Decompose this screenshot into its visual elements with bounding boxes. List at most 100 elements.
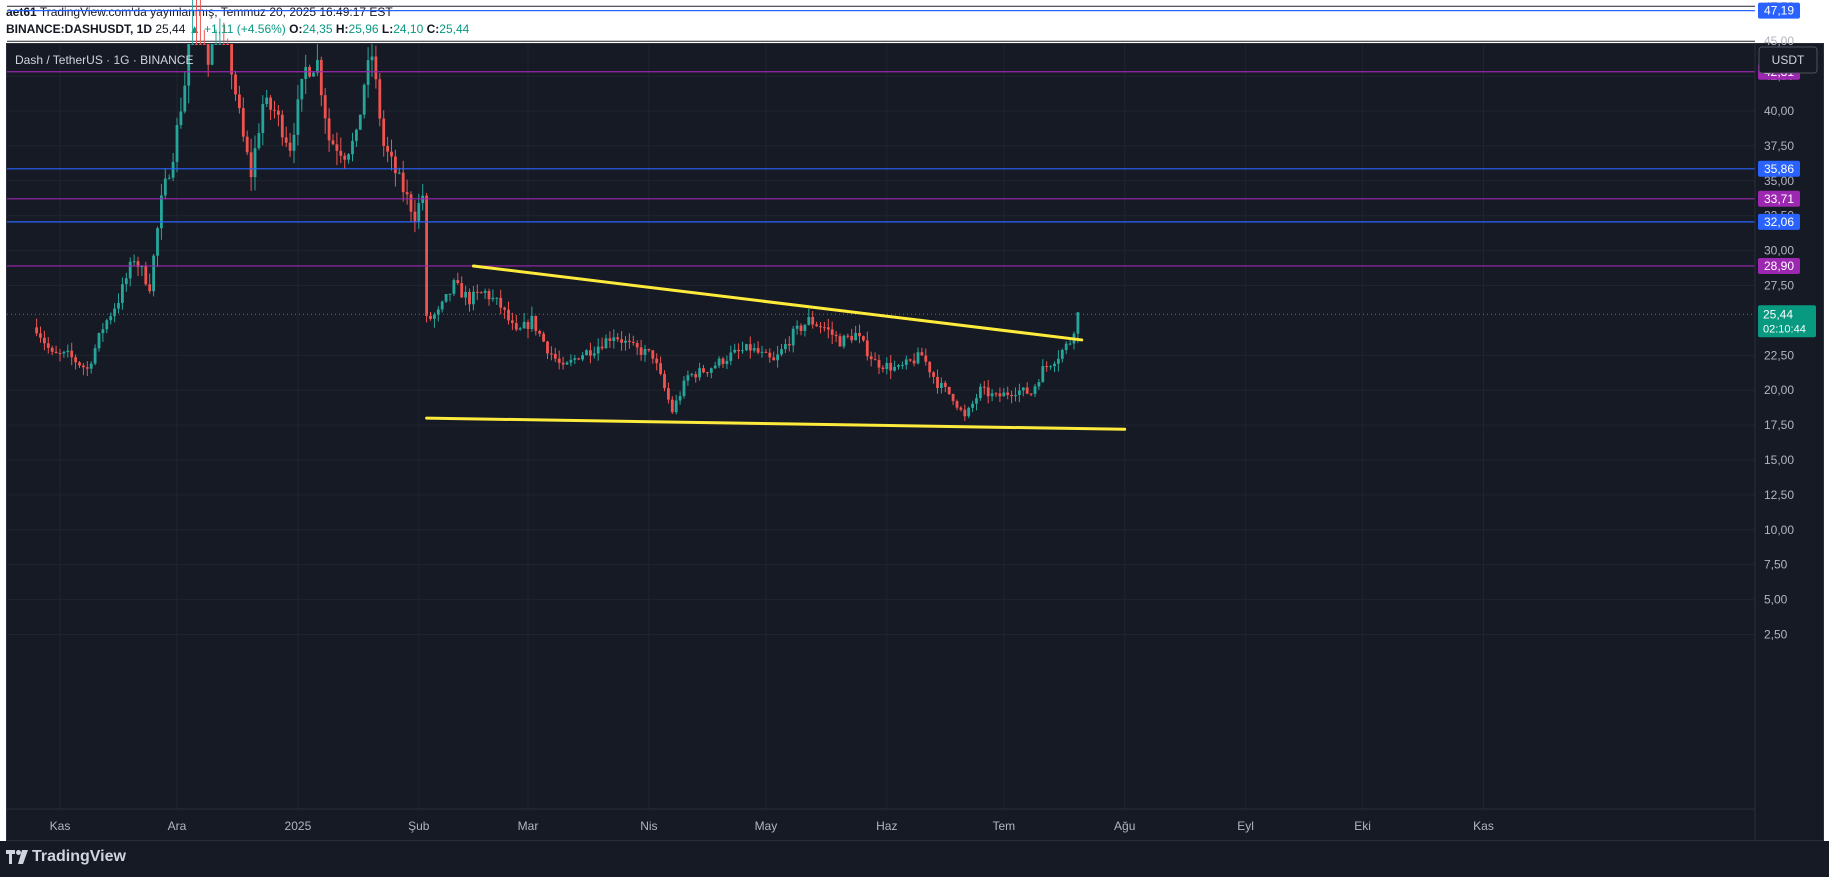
tradingview-logo-icon xyxy=(6,850,28,864)
candle-body xyxy=(167,177,171,179)
price-tick-label: 35,00 xyxy=(1764,174,1794,188)
candle-body xyxy=(374,56,378,80)
candle-body xyxy=(249,152,253,178)
candle-body xyxy=(760,351,764,353)
candle-body xyxy=(378,79,382,119)
candle-body xyxy=(1033,386,1037,394)
candle-body xyxy=(592,353,596,356)
candle-body xyxy=(280,114,284,138)
horizontal-levels xyxy=(7,10,1755,315)
candle-body xyxy=(409,194,413,212)
candle-body xyxy=(1006,392,1010,395)
candle-body xyxy=(304,66,308,79)
candle-body xyxy=(795,325,799,329)
candle-body xyxy=(994,393,998,395)
symbol-line: BINANCE:DASHUSDT, 1D xyxy=(6,22,153,36)
low-label: L: xyxy=(381,22,394,36)
candle-body xyxy=(339,150,343,156)
level-label: 32,06 xyxy=(1764,215,1794,229)
candle-body xyxy=(468,291,471,305)
candle-body xyxy=(663,373,666,389)
candle-body xyxy=(316,59,319,73)
candle-body xyxy=(842,335,846,347)
time-tick-label: Ara xyxy=(168,819,187,833)
candle-body xyxy=(834,334,838,337)
candle-body xyxy=(351,140,354,155)
candle-body xyxy=(241,108,245,137)
candle-body xyxy=(678,396,682,401)
candle-body xyxy=(869,356,873,360)
candle-body xyxy=(78,362,81,366)
price-tick-label: 12,50 xyxy=(1764,488,1794,502)
candle-body xyxy=(557,358,561,363)
candle-body xyxy=(382,118,386,146)
candle-body xyxy=(1025,387,1029,394)
time-tick-label: Kas xyxy=(50,819,71,833)
candle-body xyxy=(1064,343,1068,350)
candle-body xyxy=(226,44,230,45)
price-tick-label: 17,50 xyxy=(1764,418,1794,432)
publish-date: TradingView.com'da yayınlanmış, Temmuz 2… xyxy=(39,5,393,19)
level-label: 35,86 xyxy=(1764,162,1794,176)
candle-body xyxy=(600,346,604,349)
publisher-name[interactable]: aet61 xyxy=(6,5,37,19)
candle-body xyxy=(386,145,389,152)
price-axis[interactable]: 52,5050,0047,5045,0042,5040,0037,5035,00… xyxy=(1764,0,1794,642)
candle-body xyxy=(698,368,701,378)
level-label: 28,90 xyxy=(1764,259,1794,273)
candle-body xyxy=(534,315,538,331)
candle-body xyxy=(413,211,417,222)
candle-body xyxy=(799,325,803,331)
candle-body xyxy=(616,337,620,340)
candle-body xyxy=(144,266,148,285)
currency-button[interactable]: USDT xyxy=(1758,46,1818,74)
candle-body xyxy=(889,362,893,371)
candle-body xyxy=(160,195,163,229)
chart-legend: Dash / TetherUS · 1G · BINANCE xyxy=(15,53,194,67)
candle-body xyxy=(787,344,791,346)
candle-body xyxy=(487,290,491,300)
candle-body xyxy=(163,178,167,196)
candle-body xyxy=(819,326,822,328)
candle-body xyxy=(651,350,655,359)
high-value: 25,96 xyxy=(348,22,379,36)
currency-button-label: USDT xyxy=(1772,53,1805,67)
candle-body xyxy=(959,407,963,410)
candlesticks xyxy=(35,0,1080,422)
candle-body xyxy=(152,255,155,292)
candle-body xyxy=(440,301,444,310)
countdown-label: 02:10:44 xyxy=(1763,323,1806,335)
candle-body xyxy=(491,297,495,300)
price-tick-label: 30,00 xyxy=(1764,244,1794,258)
tradingview-logo[interactable]: TradingView xyxy=(6,848,126,866)
candle-body xyxy=(1068,343,1072,345)
candle-body xyxy=(947,386,951,395)
candle-body xyxy=(979,386,982,399)
candle-body xyxy=(343,155,347,160)
candle-body xyxy=(659,363,662,374)
candle-body xyxy=(460,283,464,298)
time-tick-label: Ağu xyxy=(1114,819,1135,833)
candle-body xyxy=(604,338,608,349)
candle-body xyxy=(202,44,206,45)
price-tick-label: 22,50 xyxy=(1764,348,1794,362)
candle-body xyxy=(327,118,331,141)
candle-body xyxy=(46,343,50,348)
candle-body xyxy=(706,372,709,374)
candle-body xyxy=(908,359,912,361)
time-tick-label: Mar xyxy=(518,819,539,833)
candle-body xyxy=(694,374,698,378)
candle-body xyxy=(643,349,647,355)
time-axis[interactable]: Kas Ara 2025 Şub Mar Nis May Haz Tem Ağu Eyl Eki Kas xyxy=(50,819,1494,833)
candle-body xyxy=(401,172,405,193)
candle-body xyxy=(1021,387,1025,391)
candle-body xyxy=(1076,312,1080,334)
change-text: ▲ +1,11 (+4.56%) xyxy=(188,22,286,36)
candle-body xyxy=(82,365,85,368)
candle-body xyxy=(335,144,339,151)
candle-body xyxy=(245,136,249,153)
candle-body xyxy=(963,409,967,417)
candle-body xyxy=(265,97,269,105)
candle-body xyxy=(1057,358,1060,364)
